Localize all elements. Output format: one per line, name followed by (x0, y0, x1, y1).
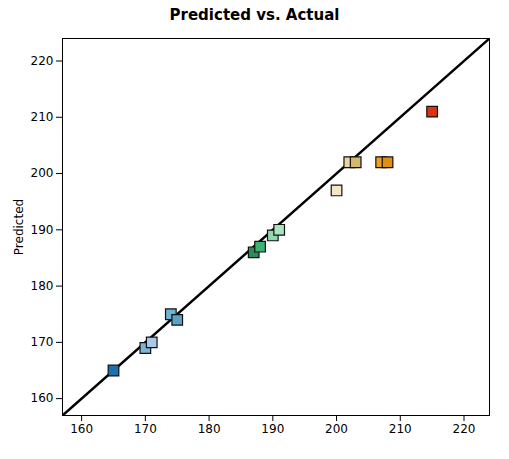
svg-text:210: 210 (389, 422, 412, 436)
svg-text:170: 170 (134, 422, 157, 436)
svg-text:Predicted: Predicted (12, 199, 26, 255)
svg-text:180: 180 (198, 422, 221, 436)
svg-text:220: 220 (31, 54, 54, 68)
svg-text:160: 160 (70, 422, 93, 436)
svg-text:210: 210 (31, 110, 54, 124)
svg-text:190: 190 (31, 223, 54, 237)
svg-text:180: 180 (31, 279, 54, 293)
svg-text:200: 200 (325, 422, 348, 436)
svg-text:220: 220 (453, 422, 476, 436)
html-text:Predicted vs. Actual: Predicted vs. Actual (169, 6, 340, 24)
svg-text:190: 190 (261, 422, 284, 436)
svg-text:160: 160 (31, 391, 54, 405)
svg-text:200: 200 (31, 166, 54, 180)
svg-text:170: 170 (31, 335, 54, 349)
